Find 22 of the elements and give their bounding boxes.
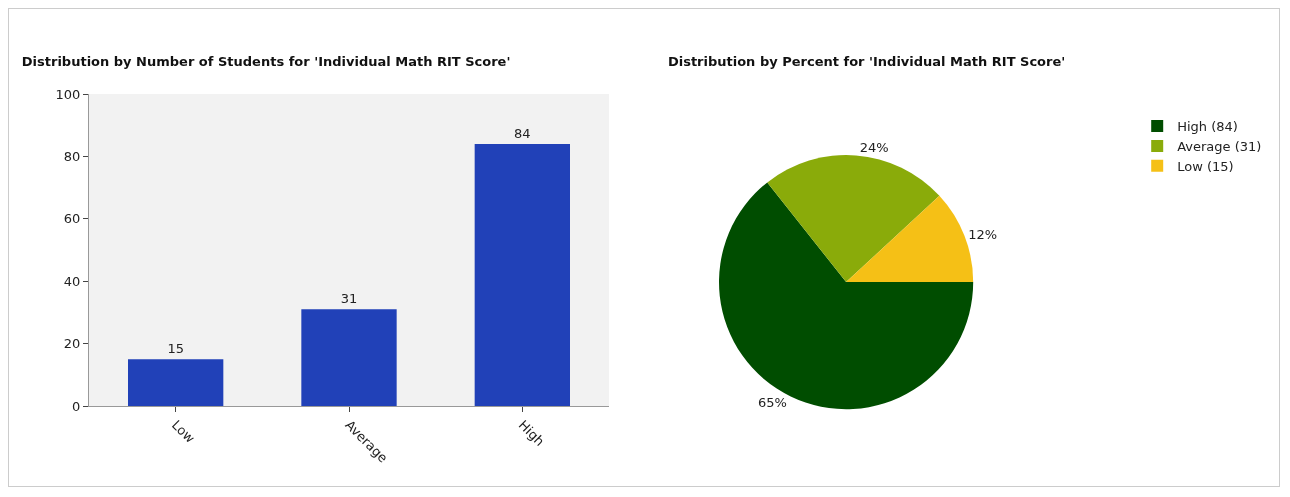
data-label: 24% — [859, 140, 889, 156]
y-tick-label: 40 — [63, 273, 81, 289]
data-label: 31 — [340, 291, 358, 307]
bar — [474, 143, 570, 406]
y-tick-label: 100 — [55, 86, 81, 102]
legend-label: High (84) — [1177, 119, 1238, 135]
chart-title: Distribution by Number of Students for 'Individual Math RIT Score' — [21, 53, 511, 69]
x-tick-label: Low — [168, 417, 198, 447]
legend-label: Low (15) — [1177, 158, 1234, 174]
y-tick-label: 20 — [63, 336, 81, 352]
data-label: 84 — [514, 125, 531, 141]
data-label: 65% — [758, 395, 787, 411]
chart-title: Distribution by Percent for 'Individual Math RIT Score' — [667, 53, 1066, 69]
y-tick-label: 60 — [63, 211, 81, 227]
y-tick-label: 80 — [63, 148, 81, 164]
legend-label: Average (31) — [1177, 139, 1262, 155]
pie-slice — [767, 155, 940, 283]
bar — [128, 359, 224, 406]
data-label: 12% — [968, 227, 998, 243]
bar — [301, 309, 397, 406]
data-label: 15 — [167, 341, 184, 357]
y-tick-label: 0 — [72, 398, 81, 414]
